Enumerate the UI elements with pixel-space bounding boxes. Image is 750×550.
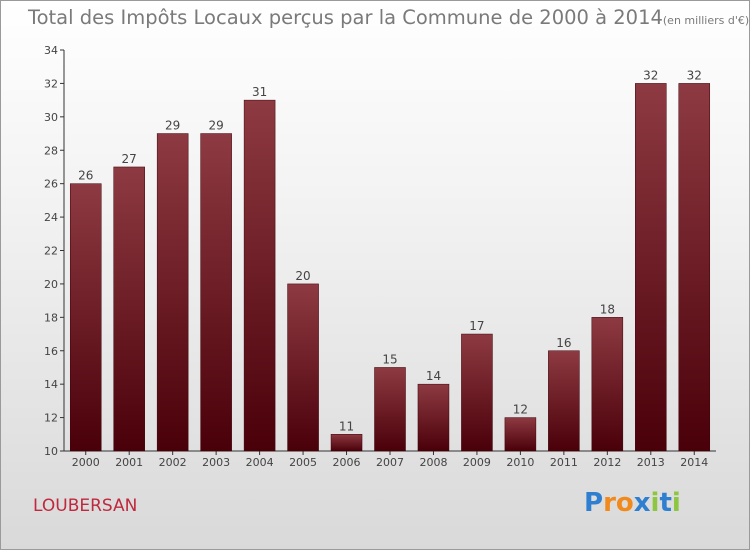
- y-tick-label: 20: [44, 278, 58, 291]
- bar: [504, 417, 537, 452]
- bar: [330, 434, 363, 452]
- x-tick-label: 2010: [506, 456, 534, 469]
- logo-letter: P: [584, 488, 604, 518]
- data-label: 14: [426, 369, 441, 383]
- data-label: 29: [208, 119, 223, 133]
- proxiti-logo[interactable]: Proxiti: [584, 488, 681, 518]
- logo-letter: x: [633, 488, 651, 518]
- y-tick-label: 26: [44, 178, 58, 191]
- chart-title-main: Total des Impôts Locaux perçus par la Co…: [28, 6, 663, 29]
- x-tick-label: 2000: [72, 456, 100, 469]
- y-tick-label: 16: [44, 345, 58, 358]
- y-tick-label: 12: [44, 412, 58, 425]
- y-tick-label: 18: [44, 311, 58, 324]
- bar: [200, 133, 232, 452]
- bar: [243, 99, 276, 452]
- bar: [548, 350, 580, 452]
- data-label: 27: [122, 152, 137, 166]
- data-label: 12: [513, 403, 528, 417]
- data-label: 15: [382, 352, 397, 366]
- x-tick-label: 2005: [289, 456, 317, 469]
- data-label: 16: [556, 336, 571, 350]
- bar: [591, 317, 624, 452]
- x-tick-label: 2013: [637, 456, 665, 469]
- data-label: 20: [295, 269, 310, 283]
- y-tick-label: 32: [44, 77, 58, 90]
- data-label: 29: [165, 119, 180, 133]
- bar: [461, 333, 493, 452]
- data-label: 32: [687, 68, 702, 82]
- x-tick-label: 2011: [550, 456, 578, 469]
- data-label: 31: [252, 85, 267, 99]
- x-tick-label: 2014: [680, 456, 708, 469]
- data-label: 32: [643, 68, 658, 82]
- logo-letter: i: [671, 488, 681, 518]
- chart-title-unit: (en milliers d'€): [662, 14, 750, 27]
- bar: [69, 183, 102, 452]
- x-tick-label: 2002: [159, 456, 187, 469]
- chart-title: Total des Impôts Locaux perçus par la Co…: [28, 6, 749, 29]
- y-tick-label: 22: [44, 245, 58, 258]
- x-tick-label: 2012: [593, 456, 621, 469]
- logo-letter: r: [603, 488, 616, 518]
- x-tick-label: 2008: [419, 456, 447, 469]
- bar: [113, 166, 145, 452]
- data-label: 26: [78, 169, 93, 183]
- logo-letter: i: [650, 488, 660, 518]
- y-tick-label: 28: [44, 144, 58, 157]
- x-tick-label: 2007: [376, 456, 404, 469]
- bar: [374, 367, 406, 452]
- bar: [635, 83, 667, 452]
- x-tick-label: 2003: [202, 456, 230, 469]
- bar: [417, 383, 450, 452]
- x-tick-label: 2009: [463, 456, 491, 469]
- x-tick-label: 2004: [246, 456, 274, 469]
- logo-letter: o: [615, 488, 634, 518]
- x-tick-label: 2006: [333, 456, 361, 469]
- commune-name: LOUBERSAN: [33, 496, 138, 516]
- logo-letter: t: [659, 488, 672, 518]
- bar: [156, 133, 189, 452]
- data-label: 17: [469, 319, 484, 333]
- x-tick-label: 2001: [115, 456, 143, 469]
- y-tick-label: 24: [44, 211, 58, 224]
- y-tick-label: 14: [44, 378, 58, 391]
- bar: [287, 283, 319, 452]
- data-label: 18: [600, 302, 615, 316]
- y-tick-label: 34: [44, 44, 58, 57]
- data-label: 11: [339, 419, 354, 433]
- y-tick-label: 10: [44, 445, 58, 458]
- bar: [678, 83, 711, 452]
- y-tick-label: 30: [44, 111, 58, 124]
